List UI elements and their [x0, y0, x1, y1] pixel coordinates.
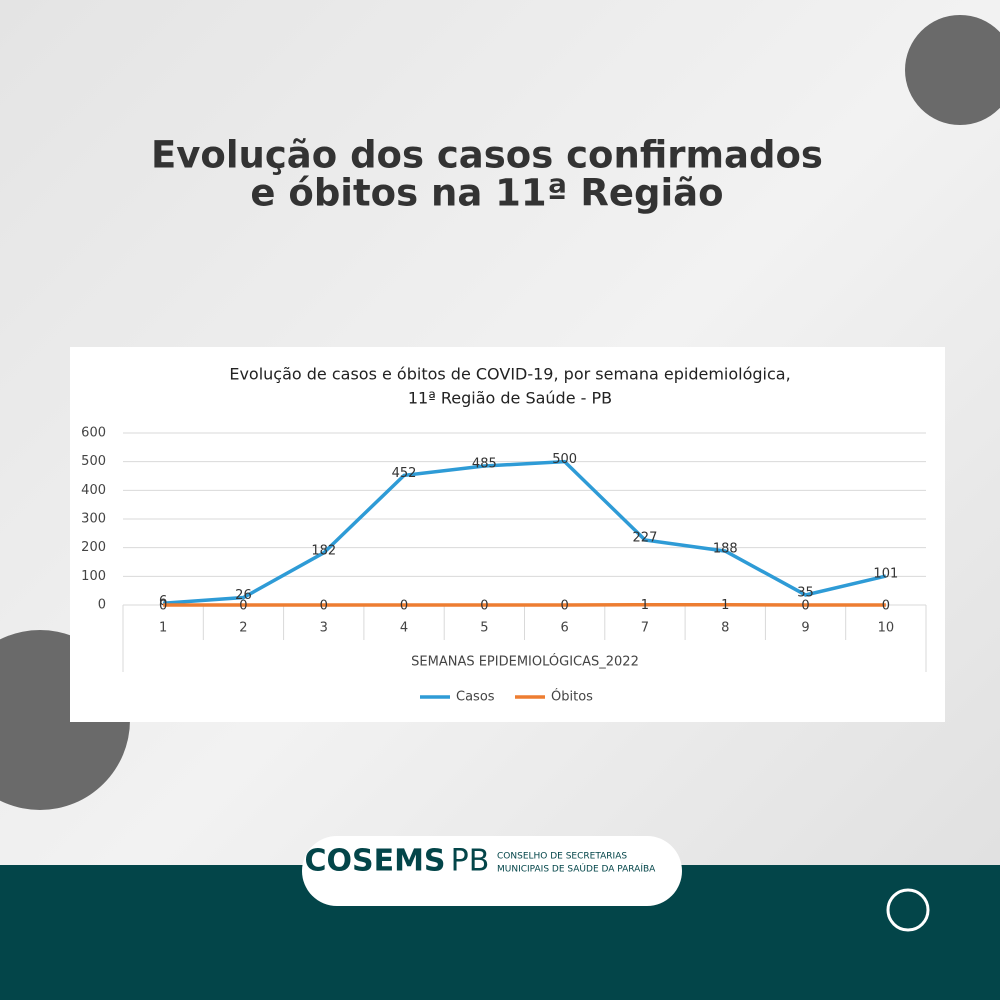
legend-label: Casos — [456, 690, 495, 705]
data-label: 35 — [797, 585, 814, 600]
y-tick-label: 300 — [81, 512, 106, 527]
x-tick-label: 1 — [159, 621, 167, 636]
line-series — [163, 459, 887, 606]
y-tick-label: 200 — [81, 540, 106, 555]
y-tick-label: 600 — [81, 426, 106, 441]
x-tick-label: 7 — [641, 621, 649, 636]
x-tick-label: 6 — [561, 621, 569, 636]
data-label: 227 — [633, 530, 658, 545]
y-tick-label: 0 — [98, 598, 106, 613]
org-name: MUNICIPAIS DE SAÚDE DA PARAÍBA — [497, 863, 656, 875]
legend-label: Óbitos — [551, 689, 593, 705]
logo: COSEMS — [304, 844, 445, 879]
page-title: Evolução dos casos confirmados — [151, 134, 823, 177]
data-label: 188 — [713, 542, 738, 557]
org-name: CONSELHO DE SECRETARIAS — [497, 852, 627, 862]
data-label: 0 — [400, 599, 408, 614]
chart-panel — [70, 347, 945, 722]
x-tick-label: 5 — [480, 621, 488, 636]
x-tick-label: 9 — [801, 621, 809, 636]
data-label: 1 — [721, 598, 729, 613]
data-label: 0 — [239, 599, 247, 614]
swipe-icon — [886, 888, 930, 932]
data-label: 500 — [552, 452, 577, 467]
data-label: 0 — [480, 599, 488, 614]
data-label: 485 — [472, 456, 497, 471]
data-label: 0 — [320, 599, 328, 614]
y-tick-label: 400 — [81, 483, 106, 498]
data-label: 452 — [392, 466, 417, 481]
logo-suffix: PB — [451, 844, 490, 879]
data-label: 6 — [159, 594, 167, 609]
x-tick-label: 8 — [721, 621, 729, 636]
page-title: e óbitos na 11ª Região — [250, 172, 723, 215]
logo-pill — [302, 836, 682, 906]
x-axis-label: SEMANAS EPIDEMIOLÓGICAS_2022 — [411, 654, 639, 670]
y-tick-label: 500 — [81, 454, 106, 469]
x-tick-label: 10 — [878, 621, 895, 636]
data-label: 182 — [311, 543, 336, 558]
chart-title: Evolução de casos e óbitos de COVID-19, … — [229, 365, 790, 384]
y-tick-label: 100 — [81, 569, 106, 584]
data-label: 0 — [561, 599, 569, 614]
data-label: 0 — [159, 599, 167, 614]
data-label: 1 — [641, 598, 649, 613]
data-label: 0 — [801, 599, 809, 614]
data-label: 101 — [873, 567, 898, 582]
x-tick-label: 4 — [400, 621, 408, 636]
x-tick-label: 2 — [239, 621, 247, 636]
x-tick-label: 3 — [320, 621, 328, 636]
data-label: 0 — [882, 599, 890, 614]
data-label: 26 — [235, 588, 252, 603]
chart-title: 11ª Região de Saúde - PB — [408, 389, 612, 408]
